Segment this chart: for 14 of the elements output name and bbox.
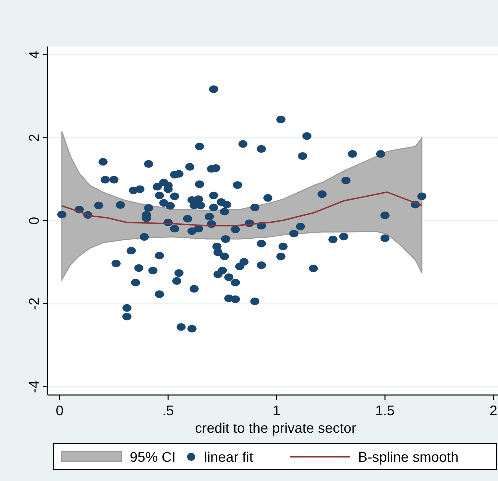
legend-label: linear fit xyxy=(204,449,254,465)
x-tick-label: 1 xyxy=(272,402,281,418)
y-tick-label: 2 xyxy=(26,134,42,142)
y-tick-label: 4 xyxy=(26,50,42,59)
y-tick-label: -4 xyxy=(26,380,42,394)
legend-label: B-spline smooth xyxy=(358,449,459,465)
x-axis-title: credit to the private sector xyxy=(195,420,357,436)
x-tick-label: 0 xyxy=(56,402,64,418)
y-tick-label: -2 xyxy=(26,298,42,310)
x-tick-label: .5 xyxy=(162,402,174,418)
x-tick-label: 1.5 xyxy=(375,402,396,418)
legend-label: 95% CI xyxy=(130,449,176,465)
y-tick-label: 0 xyxy=(26,216,42,225)
x-tick-label: 2 xyxy=(490,402,498,418)
